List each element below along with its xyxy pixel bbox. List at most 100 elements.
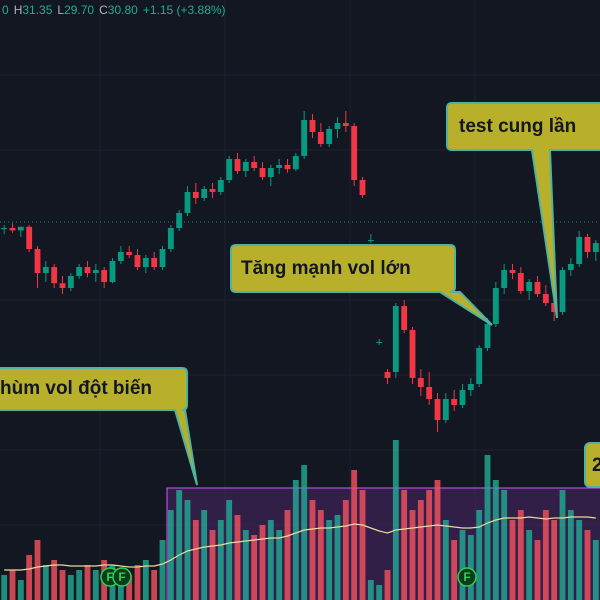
- volume-pane: [1, 440, 599, 600]
- volume-bar: [417, 500, 424, 600]
- volume-bar: [126, 575, 133, 600]
- volume-bar: [342, 500, 349, 600]
- volume-bar: [426, 490, 433, 600]
- volume-bar: [367, 580, 374, 600]
- volume-bar: [276, 530, 283, 600]
- candle-body: [184, 192, 191, 213]
- volume-bar: [292, 480, 299, 600]
- candle-body: [259, 168, 266, 177]
- candle-body: [317, 132, 324, 144]
- candle-body: [401, 306, 408, 330]
- callout-text: Tăng mạnh vol lớn: [241, 258, 411, 279]
- volume-bar: [359, 490, 366, 600]
- volume-bar: [484, 455, 491, 600]
- candle-body: [451, 399, 458, 405]
- volume-bar: [217, 520, 224, 600]
- candle-body: [551, 303, 558, 312]
- header-part: H: [14, 3, 23, 17]
- ohlc-header: 0 H31.35 L29.70 C30.80 +1.15 (+3.88%): [2, 3, 226, 17]
- candle-body: [26, 226, 33, 249]
- event-marker-label: F: [106, 570, 113, 584]
- volume-bar: [592, 540, 599, 600]
- candle-body: [509, 270, 516, 273]
- volume-bar: [142, 560, 149, 600]
- volume-bar: [159, 540, 166, 600]
- volume-bar: [209, 530, 216, 600]
- volume-bar: [76, 570, 83, 600]
- header-part: 0: [2, 3, 9, 17]
- candle-body: [167, 228, 174, 249]
- volume-bar: [476, 510, 483, 600]
- volume-bar: [84, 565, 91, 600]
- callout-bubble: [446, 102, 600, 319]
- candle-body: [134, 255, 141, 267]
- candle-body: [326, 129, 333, 144]
- callout-bubble: [230, 244, 493, 326]
- volume-bar: [151, 570, 158, 600]
- candle-body: [267, 168, 274, 177]
- volume-bar: [434, 480, 441, 600]
- volume-ma-line: [4, 516, 596, 571]
- candle-body: [209, 189, 216, 192]
- candle-body: [109, 261, 116, 282]
- annotations: test cung lần Tăng mạnh vol lớn hùm vol …: [0, 102, 600, 488]
- candle-body: [9, 228, 16, 231]
- candle-body: [442, 399, 449, 420]
- candle-body: [492, 288, 499, 324]
- volume-bar: [301, 465, 308, 600]
- callout-text: 2: [592, 455, 600, 476]
- volume-bar: [351, 470, 358, 600]
- volume-bar: [234, 515, 241, 600]
- candle-body: [242, 162, 249, 171]
- volume-bar: [542, 510, 549, 600]
- volume-bar: [9, 570, 16, 600]
- volume-bar: [534, 540, 541, 600]
- candle-body: [176, 213, 183, 228]
- candle-body: [409, 330, 416, 378]
- candle-body: [359, 180, 366, 195]
- event-marker-label: F: [118, 570, 125, 584]
- volume-bar: [1, 575, 8, 600]
- candle-body: [284, 165, 291, 170]
- candle-body: [342, 123, 349, 126]
- callout-text: test cung lần: [459, 116, 576, 137]
- candle-body: [217, 180, 224, 192]
- candle-body: [292, 156, 299, 170]
- candle-body: [459, 390, 466, 405]
- volume-bar: [26, 555, 33, 600]
- candle-body: [92, 270, 99, 273]
- candle-body: [576, 237, 583, 264]
- candle-body: [234, 159, 241, 171]
- volume-bar: [442, 520, 449, 600]
- volume-bar: [267, 520, 274, 600]
- candle-body: [417, 378, 424, 387]
- candle-body: [1, 228, 8, 230]
- candle-body: [51, 267, 58, 284]
- volume-bar: [259, 525, 266, 600]
- event-marker-label: F: [463, 570, 470, 584]
- volume-bar: [326, 520, 333, 600]
- candle-body: [334, 123, 341, 129]
- event-marker: [112, 567, 132, 587]
- header-part: +1.15 (+3.88%): [143, 3, 226, 17]
- candle-body: [159, 249, 166, 267]
- price-pane: [0, 111, 600, 432]
- volume-bar: [176, 490, 183, 600]
- candle-body: [42, 267, 49, 273]
- volume-bar: [492, 480, 499, 600]
- candle-body: [534, 282, 541, 294]
- candle-body: [476, 348, 483, 384]
- volume-bar: [584, 530, 591, 600]
- candle-body: [426, 387, 433, 399]
- volume-bar: [392, 440, 399, 600]
- header-part: 30.80: [108, 3, 138, 17]
- candle-body: [376, 342, 383, 343]
- header-part: C: [99, 3, 108, 17]
- candle-body: [117, 252, 124, 261]
- candle-body: [34, 249, 41, 273]
- candle-body: [301, 120, 308, 156]
- volume-bar: [317, 510, 324, 600]
- candle-body: [584, 237, 591, 252]
